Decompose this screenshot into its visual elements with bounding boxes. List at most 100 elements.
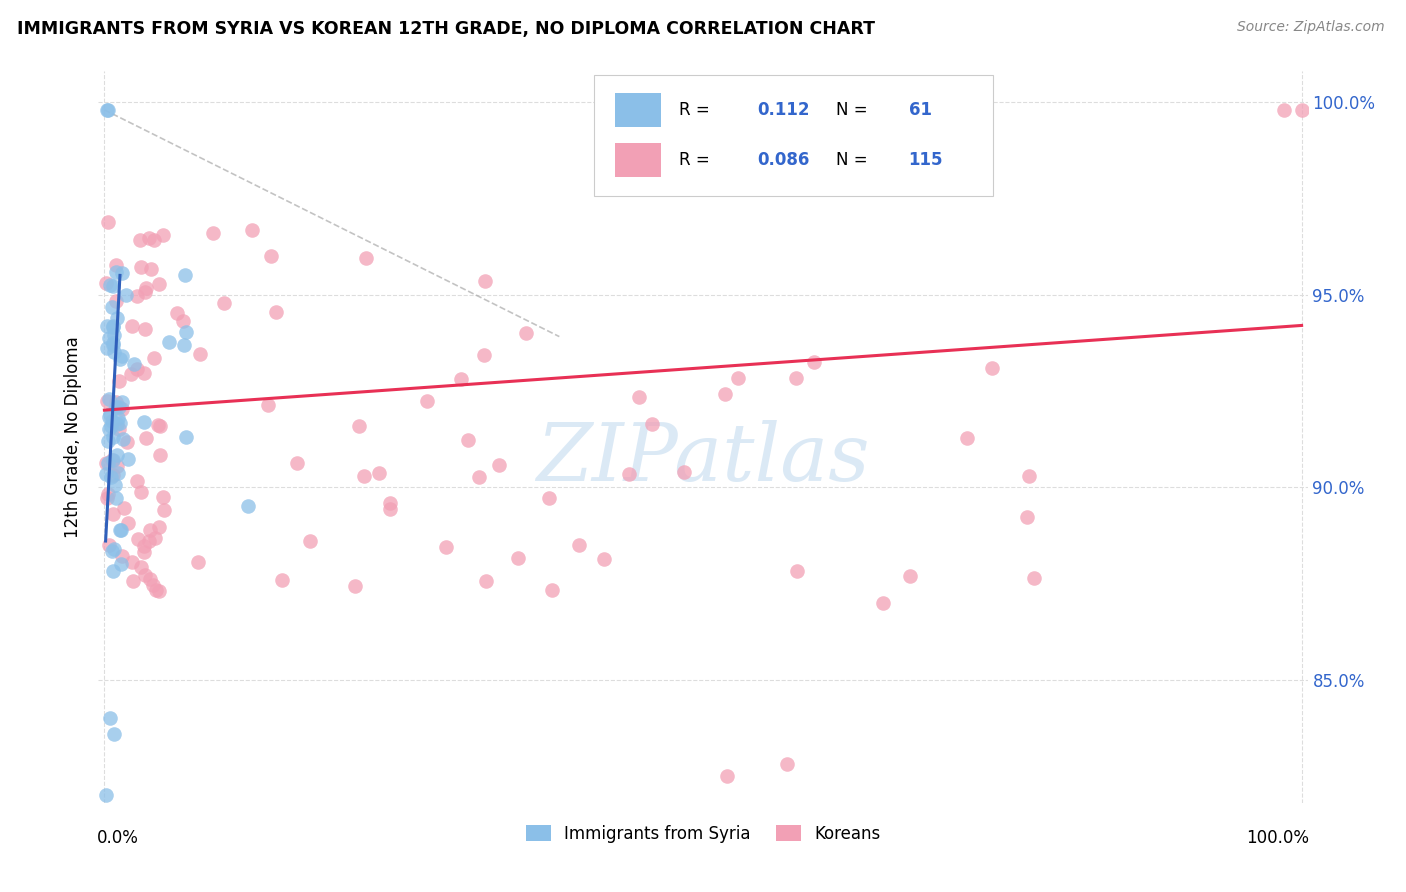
Point [96,341,118,355]
Point [103,453,125,467]
FancyBboxPatch shape [595,75,993,195]
Point [101,336,124,351]
Point [157,334,180,349]
Point [121,555,143,569]
Point [103,468,125,483]
Point [640,417,662,431]
Text: N =: N = [837,102,868,120]
Text: 115: 115 [908,152,943,169]
Point [94,457,117,471]
Point [110,351,132,366]
Text: Source: ZipAtlas.com: Source: ZipAtlas.com [1237,20,1385,34]
Point [132,367,155,381]
Point [107,466,129,480]
Point [132,415,155,429]
Text: 0.086: 0.086 [758,152,810,169]
Point [1291,103,1313,117]
Point [1017,510,1039,524]
Point [96,491,118,505]
Point [347,419,370,434]
Point [104,265,127,279]
Point [354,252,377,266]
Point [107,374,129,388]
Point [149,448,172,462]
Point [103,542,125,557]
Point [173,268,195,283]
Point [125,474,148,488]
Legend: Immigrants from Syria, Koreans: Immigrants from Syria, Koreans [519,818,887,849]
Point [673,465,696,479]
Point [96,276,118,290]
Point [872,596,894,610]
Point [353,469,375,483]
Point [121,574,143,589]
Point [101,430,124,444]
Point [120,367,142,381]
Text: 0.112: 0.112 [758,102,810,120]
Point [110,523,132,537]
Point [129,560,152,574]
Text: ZIPatlas: ZIPatlas [536,420,870,498]
FancyBboxPatch shape [614,94,661,128]
Point [368,466,391,480]
Point [174,325,197,339]
Point [108,422,131,436]
Text: IMMIGRANTS FROM SYRIA VS KOREAN 12TH GRADE, NO DIPLOMA CORRELATION CHART: IMMIGRANTS FROM SYRIA VS KOREAN 12TH GRA… [17,20,875,37]
Point [110,349,132,363]
Point [111,394,134,409]
Point [201,226,224,240]
Point [131,260,153,274]
Text: 61: 61 [908,102,932,120]
Point [416,394,439,409]
Point [127,361,149,376]
Point [515,326,537,341]
Point [104,294,127,309]
Point [101,507,124,521]
Point [103,319,125,334]
Point [117,452,139,467]
Point [980,360,1002,375]
Point [94,788,117,802]
Point [122,357,145,371]
Point [260,249,283,263]
Text: R =: R = [679,102,710,120]
Point [145,582,167,597]
Point [105,417,128,432]
Point [111,267,134,281]
Point [101,414,124,428]
Point [898,569,921,583]
Point [786,564,808,578]
Point [98,392,121,406]
Point [97,434,120,448]
Point [138,572,160,586]
Point [186,555,208,569]
Point [134,544,156,558]
Point [107,411,129,425]
Point [101,278,124,293]
Point [540,582,562,597]
Point [380,502,402,516]
Point [134,321,156,335]
Point [468,469,491,483]
Point [97,215,120,229]
Point [568,539,591,553]
Point [488,458,510,472]
Point [111,549,134,564]
Point [108,400,131,414]
Point [343,579,366,593]
Point [143,531,166,545]
Point [148,583,170,598]
Point [1024,571,1046,585]
Point [617,467,640,482]
Point [628,390,651,404]
Point [103,337,125,351]
Point [101,320,124,334]
Text: R =: R = [679,152,710,169]
Point [110,557,132,571]
Point [149,419,172,434]
Point [96,467,118,482]
Point [112,500,135,515]
Point [134,568,156,582]
Point [378,496,401,510]
Point [100,418,122,433]
